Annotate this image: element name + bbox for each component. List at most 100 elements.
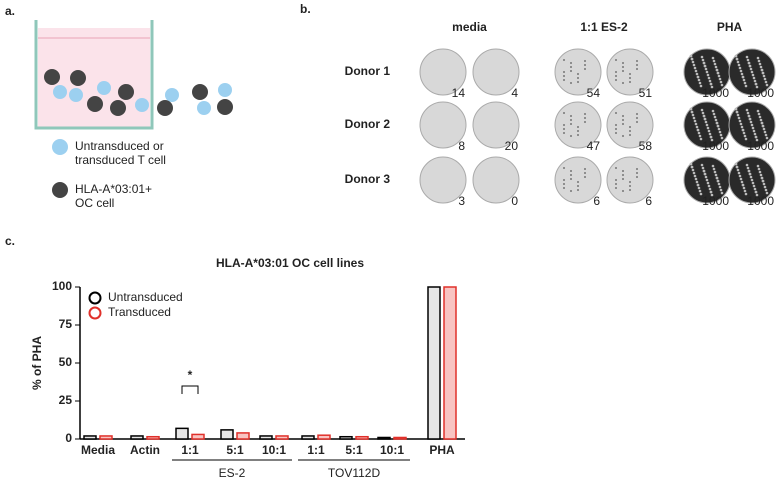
panel-label: c. <box>5 234 15 248</box>
spot <box>629 185 631 187</box>
spot <box>629 73 631 75</box>
spot <box>758 62 762 66</box>
spot <box>754 190 758 194</box>
spot <box>711 109 715 113</box>
spot <box>563 167 565 169</box>
spot <box>697 186 701 190</box>
spot <box>629 77 631 79</box>
spot <box>740 72 744 76</box>
spot <box>690 110 694 114</box>
spot <box>736 60 740 64</box>
x-tick-label: Actin <box>130 443 160 457</box>
spot <box>636 60 638 62</box>
plate-well <box>606 101 654 149</box>
spot <box>758 170 762 174</box>
spot <box>622 66 624 68</box>
spot <box>715 68 719 72</box>
spot <box>757 59 761 63</box>
spot <box>615 167 617 169</box>
spot <box>763 185 767 189</box>
x-tick-label: 1:1 <box>307 443 325 457</box>
spot <box>707 184 711 188</box>
spot-count: 1000 <box>747 139 774 153</box>
spot <box>584 121 586 123</box>
spot <box>615 79 617 81</box>
x-tick-label: PHA <box>429 443 455 457</box>
spot <box>629 126 631 128</box>
spot <box>756 164 760 168</box>
spot <box>622 123 624 125</box>
spot <box>577 134 579 136</box>
spot <box>756 56 760 60</box>
spot <box>570 70 572 72</box>
spot <box>701 58 705 62</box>
spot <box>715 176 719 180</box>
spot <box>563 128 565 130</box>
spot <box>629 189 631 191</box>
spot <box>636 64 638 66</box>
group-label: ES-2 <box>219 466 246 480</box>
spot <box>698 189 702 193</box>
plate-well <box>472 156 520 204</box>
spot <box>690 165 694 169</box>
spot <box>762 182 766 186</box>
spot <box>717 182 721 186</box>
legend-text: Untransduced or <box>75 139 164 153</box>
spot <box>707 76 711 80</box>
bar <box>130 435 144 440</box>
spot <box>700 163 704 167</box>
spot <box>584 176 586 178</box>
y-axis-label: % of PHA <box>30 336 44 390</box>
spot <box>629 81 631 83</box>
spot <box>636 68 638 70</box>
spot <box>563 71 565 73</box>
spot <box>622 135 624 137</box>
spot <box>693 174 697 178</box>
spot <box>755 193 759 197</box>
spot-count: 54 <box>587 86 601 100</box>
spot <box>716 124 720 128</box>
spot <box>718 130 722 134</box>
spot <box>751 126 755 130</box>
spot <box>719 80 723 84</box>
x-tick-label: 5:1 <box>226 443 244 457</box>
spot <box>706 73 710 77</box>
spot <box>622 62 624 64</box>
spot <box>689 107 693 111</box>
spot <box>764 80 768 84</box>
spot <box>570 190 572 192</box>
legend-marker <box>88 291 102 305</box>
spot <box>715 121 719 125</box>
significance-bracket <box>181 385 199 394</box>
spot <box>691 168 695 172</box>
column-header: media <box>452 20 487 34</box>
spot <box>755 85 759 89</box>
plate-well <box>472 101 520 149</box>
x-tick-label: 1:1 <box>181 443 199 457</box>
spot <box>584 64 586 66</box>
spot <box>708 132 712 136</box>
spot <box>750 123 754 127</box>
spot <box>622 115 624 117</box>
spot <box>697 131 701 135</box>
spot <box>563 59 565 61</box>
spot <box>741 128 745 132</box>
spot <box>734 107 738 111</box>
spot <box>759 118 763 122</box>
spot <box>713 170 717 174</box>
spot <box>696 75 700 79</box>
spot <box>720 136 724 140</box>
spot <box>713 62 717 66</box>
row-label: Donor 2 <box>345 117 391 131</box>
panel-label: a. <box>5 4 15 18</box>
spot <box>622 190 624 192</box>
spot <box>577 126 579 128</box>
row-label: Donor 3 <box>345 172 391 186</box>
spot <box>705 70 709 74</box>
spot <box>758 115 762 119</box>
spot <box>703 117 707 121</box>
spot <box>563 183 565 185</box>
spot <box>699 192 703 196</box>
spot <box>718 185 722 189</box>
spot <box>570 170 572 172</box>
